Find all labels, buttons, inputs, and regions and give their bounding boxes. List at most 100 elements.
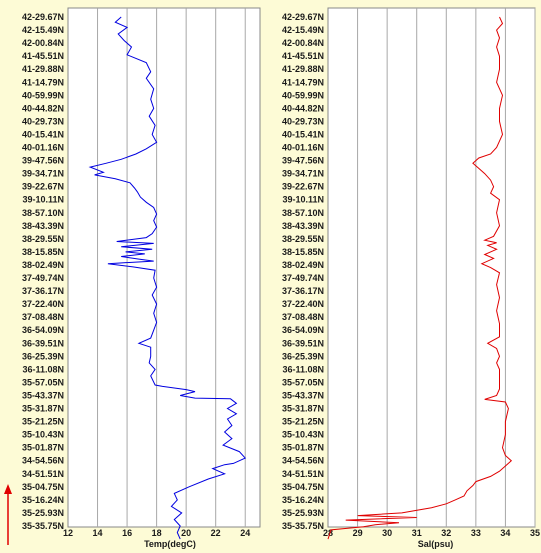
temp-lat-label: 35-16.24N [22,495,64,505]
temp-lat-label: 38-29.55N [22,234,64,244]
sal-lat-label: 40-15.41N [282,129,324,139]
temp-lat-label: 36-11.08N [22,364,64,374]
temp-lat-label: 40-44.82N [22,103,64,113]
sal-profile-line [327,16,513,540]
sal-lat-label: 35-43.37N [282,390,324,400]
sal-plot-area [327,7,536,528]
sal-lat-label: 34-54.56N [282,456,324,466]
sal-lat-label: 35-10.43N [282,430,324,440]
temp-x-tick-label: 22 [211,528,221,538]
direction-arrow-icon [4,484,12,545]
sal-lat-label: 41-14.79N [282,77,324,87]
temp-lat-label: 39-47.56N [22,156,64,166]
sal-lat-label: 35-57.05N [282,377,324,387]
sal-lat-label: 39-47.56N [282,156,324,166]
temp-lat-label: 35-25.93N [22,508,64,518]
temp-lat-label: 35-10.43N [22,430,64,440]
sal-x-tick-label: 28 [323,528,333,538]
temp-lat-label: 34-54.56N [22,456,64,466]
temp-lat-label: 39-10.11N [22,195,64,205]
temp-lat-label: 35-31.87N [22,404,64,414]
salinity-panel: 28 29 30 31 32 33 34 35 42-29.67N 42-15.49N 42-00.… [282,7,540,549]
temp-x-tick-label: 24 [240,528,250,538]
temp-x-tick-label: 12 [63,528,73,538]
sal-lat-label: 37-36.17N [282,286,324,296]
temp-lat-label: 35-04.75N [22,482,64,492]
temperature-panel: 12 14 16 18 20 22 24 42-29.67N 42-15.49N 42-00.84… [22,7,261,549]
temp-lat-label: 35-01.87N [22,443,64,453]
temp-plot-area [67,7,261,528]
sal-lat-label: 36-25.39N [282,351,324,361]
sal-lat-label: 42-00.84N [282,38,324,48]
temp-lat-label: 41-29.88N [22,64,64,74]
sal-lat-label: 42-29.67N [282,12,324,22]
sal-lat-label: 37-22.40N [282,299,324,309]
temp-lat-label: 40-59.99N [22,90,64,100]
temp-lat-label: 37-22.40N [22,299,64,309]
temp-lat-label: 36-25.39N [22,351,64,361]
temp-lat-label: 35-57.05N [22,377,64,387]
temp-lat-label: 39-34.71N [22,169,64,179]
temp-lat-label: 35-43.37N [22,390,64,400]
sal-lat-label: 38-29.55N [282,234,324,244]
temp-lat-label: 42-15.49N [22,25,64,35]
temp-lat-label: 37-08.48N [22,312,64,322]
sal-lat-label: 39-34.71N [282,169,324,179]
temp-x-tick-label: 14 [93,528,103,538]
sal-x-tick-label: 35 [530,528,540,538]
sal-lat-label: 35-16.24N [282,495,324,505]
sal-lat-label: 35-01.87N [282,443,324,453]
temp-lat-label: 38-43.39N [22,221,64,231]
sal-lat-label: 37-49.74N [282,273,324,283]
temp-lat-label: 42-00.84N [22,38,64,48]
temp-x-tick-label: 16 [122,528,132,538]
sal-lat-label: 35-35.75N [282,521,324,531]
temp-lat-label: 40-01.16N [22,143,64,153]
temp-lat-label: 40-29.73N [22,116,64,126]
sal-lat-label: 42-15.49N [282,25,324,35]
temp-profile-line [88,16,247,540]
sal-lat-label: 41-45.51N [282,51,324,61]
sal-lat-label: 34-51.51N [282,469,324,479]
sal-lat-label: 36-39.51N [282,338,324,348]
sal-lat-label: 39-22.67N [282,182,324,192]
sal-x-tick-label: 29 [353,528,363,538]
sal-lat-label: 38-43.39N [282,221,324,231]
temp-lat-label: 38-15.85N [22,247,64,257]
sal-x-axis-label: Sal(psu) [418,539,454,549]
sal-lat-label: 36-11.08N [282,364,324,374]
temp-x-axis-label: Temp(degC) [144,539,196,549]
temp-lat-label: 36-39.51N [22,338,64,348]
temp-x-tick-label: 18 [152,528,162,538]
sal-lat-label: 41-29.88N [282,64,324,74]
sal-lat-label: 38-57.10N [282,208,324,218]
temp-lat-label: 35-21.25N [22,417,64,427]
temp-lat-label: 39-22.67N [22,182,64,192]
sal-x-tick-label: 34 [500,528,510,538]
sal-lat-label: 35-21.25N [282,417,324,427]
temp-lat-label: 38-57.10N [22,208,64,218]
sal-lat-label: 40-59.99N [282,90,324,100]
temp-lat-label: 34-51.51N [22,469,64,479]
temp-lat-label: 40-15.41N [22,129,64,139]
sal-lat-label: 36-54.09N [282,325,324,335]
temp-lat-label: 42-29.67N [22,12,64,22]
temp-lat-label: 38-02.49N [22,260,64,270]
sal-lat-label: 39-10.11N [282,195,324,205]
sal-lat-label: 40-01.16N [282,143,324,153]
sal-lat-label: 37-08.48N [282,312,324,322]
sal-lat-label: 40-44.82N [282,103,324,113]
temp-lat-label: 35-35.75N [22,521,64,531]
sal-lat-label: 38-15.85N [282,247,324,257]
sal-x-tick-label: 32 [441,528,451,538]
temp-lat-label: 41-14.79N [22,77,64,87]
temp-x-tick-label: 20 [181,528,191,538]
sal-lat-label: 35-04.75N [282,482,324,492]
sal-x-tick-label: 33 [471,528,481,538]
sal-lat-label: 35-25.93N [282,508,324,518]
sal-lat-label: 35-31.87N [282,404,324,414]
sal-x-tick-label: 31 [412,528,422,538]
sal-lat-label: 40-29.73N [282,116,324,126]
sal-x-tick-label: 30 [382,528,392,538]
